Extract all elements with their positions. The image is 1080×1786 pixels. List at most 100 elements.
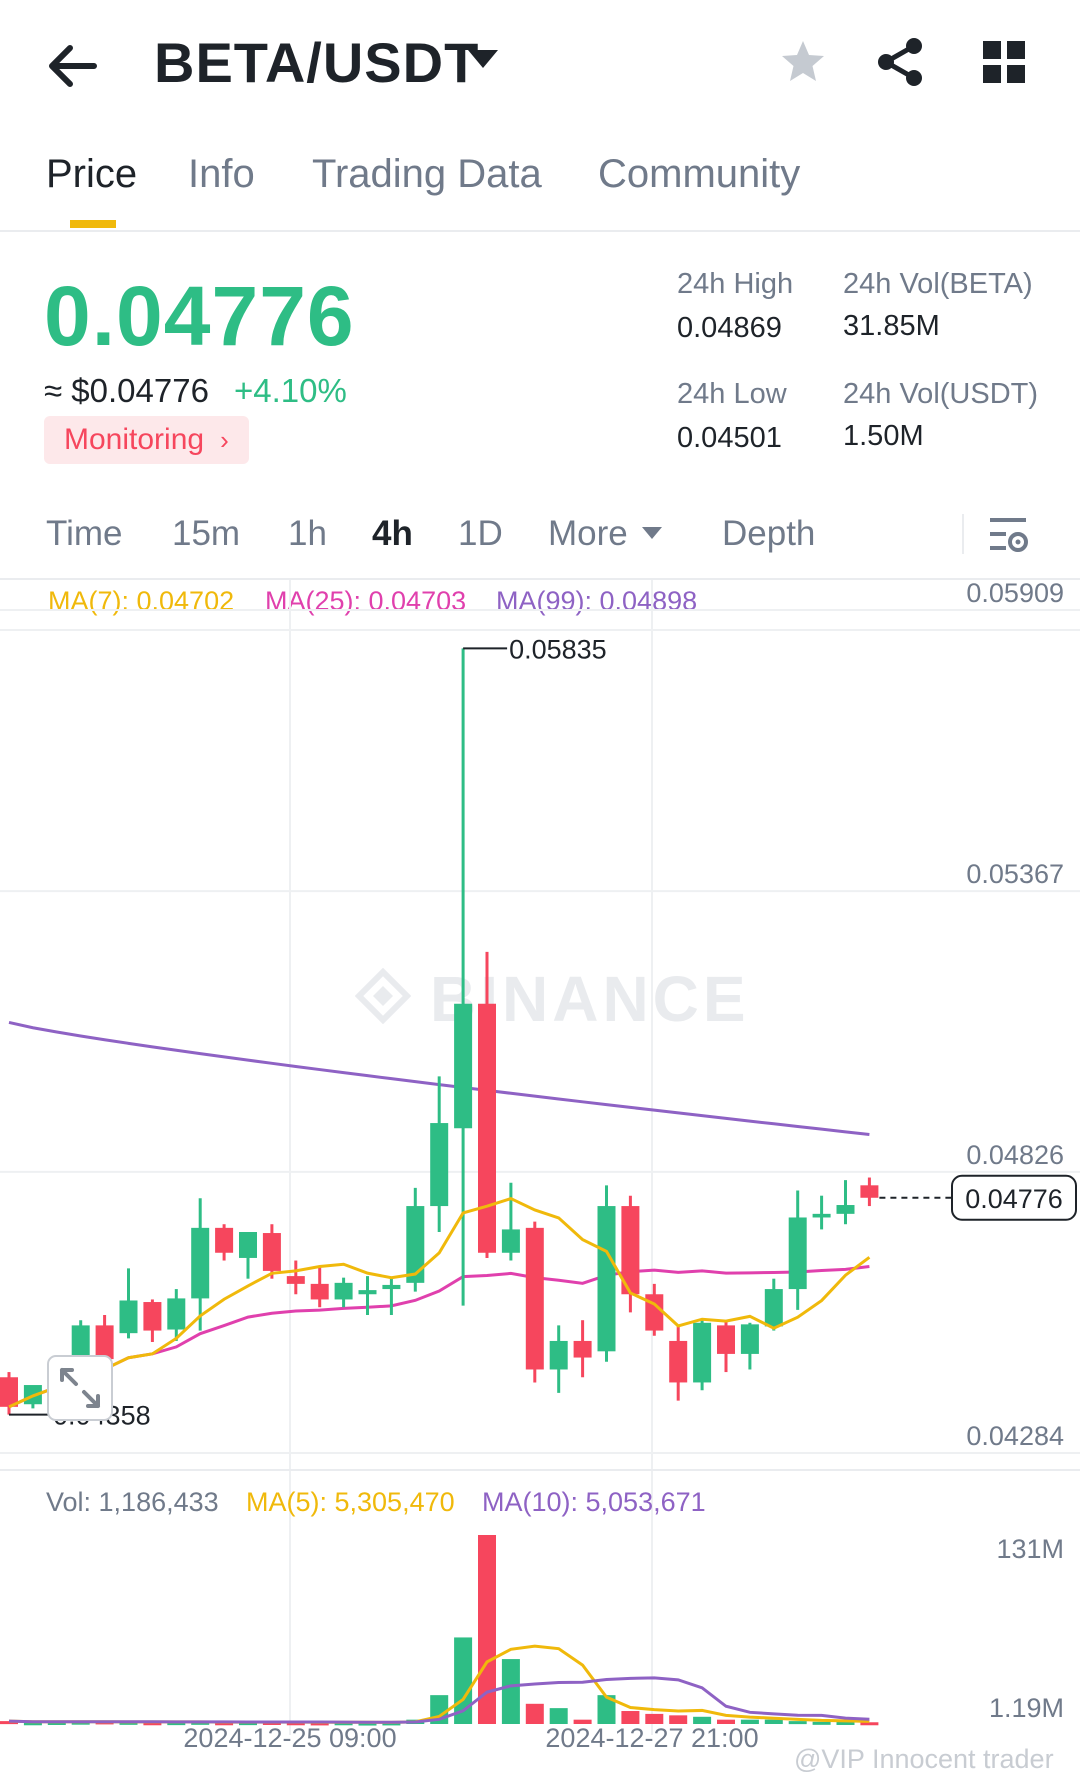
- monitoring-label: Monitoring: [64, 423, 205, 456]
- price-tick-label: 0.04284: [966, 1421, 1064, 1451]
- monitoring-badge[interactable]: Monitoring ›: [44, 416, 249, 464]
- candle-body: [549, 1340, 568, 1370]
- vol-usdt-label: 24h Vol(USDT): [843, 378, 1039, 410]
- volume-bar: [286, 1722, 305, 1726]
- volume-bar: [239, 1722, 257, 1726]
- interval-time[interactable]: Time: [46, 514, 123, 553]
- candle-body: [358, 1290, 377, 1295]
- candle-body: [525, 1227, 544, 1370]
- candle-body: [191, 1227, 210, 1299]
- candle-body: [717, 1325, 735, 1354]
- more-caret-icon[interactable]: [642, 527, 662, 539]
- candle-body: [454, 1003, 473, 1129]
- tab-info[interactable]: Info: [188, 152, 255, 196]
- volume-bar: [478, 1535, 496, 1724]
- volume-bar: [764, 1719, 783, 1724]
- price-tick-label: 0.05367: [966, 859, 1064, 889]
- chart-settings-icon[interactable]: [986, 512, 1030, 556]
- candle-body: [764, 1289, 783, 1327]
- volume-bar: [645, 1713, 664, 1724]
- candle-body: [382, 1284, 401, 1290]
- candle-body: [215, 1227, 234, 1253]
- trading-pair-title[interactable]: BETA/USDT: [154, 31, 480, 94]
- candle-body: [501, 1229, 520, 1253]
- interval-1d[interactable]: 1D: [458, 514, 503, 553]
- usd-price: ≈ $0.04776: [44, 372, 209, 409]
- expand-arrows: [60, 1368, 100, 1408]
- interval-depth[interactable]: Depth: [722, 514, 816, 553]
- vol-usdt-value: 1.50M: [843, 420, 924, 452]
- time-tick-label: 2024-12-25 09:00: [183, 1723, 396, 1753]
- interval-more[interactable]: More: [548, 514, 628, 553]
- candle-body: [740, 1324, 759, 1354]
- expand-button-frame[interactable]: [47, 1355, 113, 1421]
- interval-4h[interactable]: 4h: [372, 514, 413, 553]
- caret-down-icon[interactable]: [468, 50, 498, 68]
- chart-grid: [0, 580, 1080, 1735]
- candle-body: [430, 1123, 449, 1207]
- candle-body: [286, 1276, 305, 1284]
- volume-bar: [358, 1722, 377, 1726]
- candle-body: [836, 1205, 855, 1214]
- vol-beta-label: 24h Vol(BETA): [843, 268, 1033, 300]
- share-icon[interactable]: [872, 34, 928, 90]
- volume-bar: [23, 1722, 42, 1726]
- volume-bar: [860, 1722, 879, 1726]
- candle-body: [860, 1185, 879, 1198]
- candle-body: [788, 1217, 807, 1290]
- time-tick-label: 2024-12-27 21:00: [545, 1723, 758, 1753]
- star-icon[interactable]: [778, 38, 828, 88]
- footer-credit: @VIP Innocent trader: [794, 1744, 1054, 1774]
- last-price-box: [951, 1174, 1077, 1221]
- candle-body: [621, 1206, 640, 1295]
- volume-bar: [47, 1721, 66, 1725]
- volume-bar: [597, 1695, 616, 1724]
- grid-icon[interactable]: [980, 38, 1028, 86]
- low-24h-label: 24h Low: [677, 378, 787, 410]
- tab-price[interactable]: Price: [46, 152, 138, 196]
- volume-bar: [693, 1716, 712, 1724]
- volume-tick-label: 131M: [996, 1534, 1064, 1564]
- volume-bar: [525, 1703, 544, 1724]
- volume-bars: [0, 1535, 879, 1726]
- candles: [0, 648, 879, 1415]
- chart-axes: 0.05909 0.05367 0.04826 0.04284 131M 1.19M 202…: [9, 580, 1077, 1753]
- tab-trading-data[interactable]: Trading Data: [312, 152, 542, 196]
- ma25-line: [8, 1264, 870, 1409]
- candle-body: [693, 1322, 712, 1383]
- tab-community[interactable]: Community: [598, 152, 801, 196]
- vol-ma5-legend: MA(5): 5,305,470: [246, 1487, 455, 1517]
- last-price: 0.04776: [44, 269, 355, 363]
- volume-legend: Vol: 1,186,433: [46, 1487, 219, 1517]
- volume-tick-label: 1.19M: [989, 1693, 1064, 1723]
- volume-bar: [334, 1722, 353, 1726]
- candle-body: [334, 1282, 353, 1300]
- active-tab-indicator: [70, 220, 116, 228]
- candle-body: [478, 1003, 496, 1253]
- candle-body: [406, 1206, 425, 1283]
- candle-body: [239, 1232, 257, 1258]
- candle-body: [143, 1302, 162, 1331]
- candle-body: [597, 1206, 616, 1352]
- tabs-divider: [0, 230, 1080, 232]
- price-change-percent: +4.10%: [234, 372, 347, 409]
- volume-bar: [621, 1711, 640, 1724]
- interval-15m[interactable]: 15m: [172, 514, 241, 553]
- candle-body: [262, 1233, 281, 1271]
- candle-body: [812, 1213, 831, 1218]
- kline-chart[interactable]: 0.05909 0.05367 0.04826 0.04284 131M 1.19M 202…: [0, 580, 1080, 1786]
- chevron-right-icon: ›: [220, 425, 229, 455]
- volume-bar: [310, 1722, 329, 1726]
- expand-icon[interactable]: [47, 1355, 113, 1421]
- ma7-line: [8, 1196, 871, 1409]
- volume-bar: [836, 1721, 855, 1725]
- candle-body: [669, 1340, 688, 1383]
- interval-1h[interactable]: 1h: [288, 514, 327, 553]
- volume-bar: [669, 1715, 688, 1724]
- candle-body: [0, 1377, 18, 1407]
- volume-bar: [812, 1721, 831, 1725]
- back-arrow-icon[interactable]: [44, 36, 104, 96]
- candle-body: [573, 1340, 592, 1358]
- vol-ma10-line: [8, 1676, 870, 1724]
- candle-body: [310, 1283, 329, 1300]
